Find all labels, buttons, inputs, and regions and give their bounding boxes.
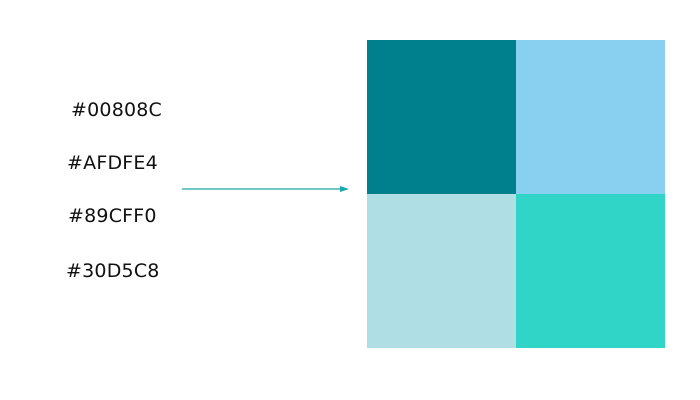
hex-label-4: #30D5C8 [66, 260, 160, 282]
swatch-top-right [516, 40, 665, 194]
swatch-grid [367, 40, 665, 348]
arrow-icon [182, 186, 349, 192]
hex-label-1: #00808C [71, 99, 163, 121]
swatch-bottom-right [516, 194, 665, 348]
hex-label-3: #89CFF0 [68, 205, 157, 227]
swatch-bottom-left [367, 194, 516, 348]
hex-label-2: #AFDFE4 [67, 152, 158, 174]
swatch-top-left [367, 40, 516, 194]
